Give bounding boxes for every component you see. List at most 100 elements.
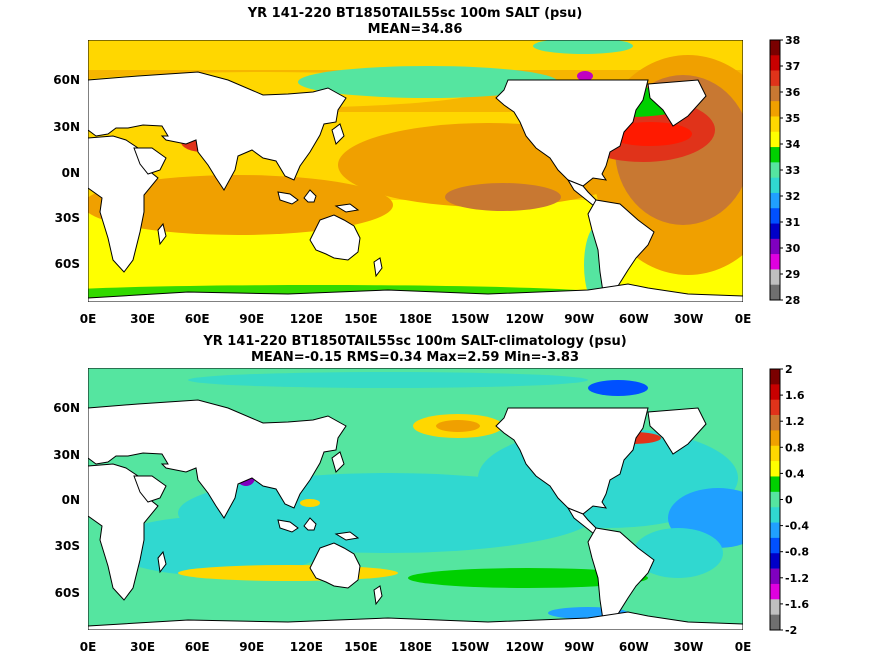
top-colorbar-swatch	[770, 238, 780, 255]
bottom-colorbar-label: -1.6	[785, 598, 809, 611]
top-colorbar-swatch	[770, 192, 780, 209]
top-xtick-label: 150W	[451, 312, 489, 326]
top-xtick-label: 30E	[130, 312, 155, 326]
bottom-colorbar-swatch	[770, 430, 780, 447]
bottom-colorbar-swatch	[770, 399, 780, 416]
bottom-colorbar: 2 1.6 1.2 0.8 0.4 0 -0.4 -0.8 -1.2 -1.6 -2	[769, 363, 809, 637]
bottom-colorbar-label: 1.6	[785, 389, 805, 402]
bottom-xtick-label: 0E	[735, 640, 752, 654]
bottom-colorbar-swatch	[770, 369, 780, 385]
bottom-colorbar-label: 2	[785, 363, 793, 376]
bottom-xtick-label: 120W	[506, 640, 544, 654]
top-xtick-label: 150E	[344, 312, 377, 326]
top-colorbar-swatch	[770, 147, 780, 163]
top-colorbar-swatch	[770, 131, 780, 148]
top-colorbar-label: 29	[785, 268, 800, 281]
top-xtick-label: 30W	[673, 312, 703, 326]
top-xtick-label: 120W	[506, 312, 544, 326]
bottom-xtick-label: 60E	[185, 640, 210, 654]
bottom-xtick-label: 0E	[80, 640, 97, 654]
bottom-y-axis: 60N 30N 0N 30S 60S	[53, 401, 80, 600]
bottom-colorbar-swatch	[770, 507, 780, 523]
bottom-xtick-label: 120E	[290, 640, 323, 654]
top-colorbar-swatch	[770, 70, 780, 87]
bottom-colorbar-swatch	[770, 537, 780, 554]
top-colorbar-label: 30	[785, 242, 801, 255]
top-ytick-60s: 60S	[55, 257, 80, 271]
bottom-colorbar-label: 0.4	[785, 467, 805, 480]
bottom-xtick-label: 150E	[344, 640, 377, 654]
top-colorbar-swatch	[770, 162, 780, 178]
top-colorbar-label: 38	[785, 34, 800, 47]
bottom-map	[88, 368, 743, 630]
top-colorbar-swatch	[770, 101, 780, 117]
bottom-colorbar-swatch	[770, 461, 780, 477]
top-colorbar-swatch	[770, 40, 780, 56]
top-colorbar-label: 32	[785, 190, 800, 203]
top-panel-title-line1: YR 141-220 BT1850TAIL55sc 100m SALT (psu…	[247, 6, 583, 21]
top-x-axis: 0E 30E 60E 90E 120E 150E 180E 150W 120W 90W 60W 30W…	[80, 312, 752, 326]
bottom-colorbar-swatch	[770, 614, 780, 631]
top-colorbar-swatch	[770, 85, 780, 102]
bottom-colorbar-swatch	[770, 415, 780, 431]
bottom-xtick-label: 90E	[239, 640, 264, 654]
top-colorbar-swatch	[770, 177, 780, 194]
bottom-colorbar-label: -2	[785, 624, 797, 637]
bottom-panel-title-line1: YR 141-220 BT1850TAIL55sc 100m SALT-clim…	[202, 334, 626, 349]
bottom-colorbar-swatch	[770, 384, 780, 401]
top-colorbar-label: 36	[785, 86, 801, 99]
top-colorbar-swatch	[770, 284, 780, 301]
bottom-xtick-label: 180E	[399, 640, 432, 654]
top-ytick-0n: 0N	[62, 166, 80, 180]
top-ytick-30n: 30N	[53, 120, 80, 134]
top-ytick-60n: 60N	[53, 73, 80, 87]
bottom-xtick-label: 150W	[451, 640, 489, 654]
top-colorbar-swatch	[770, 223, 780, 240]
top-colorbar: 38 37 36 35 34 33 32 31 30 29 28	[769, 34, 801, 307]
bottom-colorbar-label: 1.2	[785, 415, 805, 428]
bottom-x-axis: 0E 30E 60E 90E 120E 150E 180E 150W 120W 90W 60W 30W…	[80, 640, 752, 654]
top-xtick-label: 120E	[290, 312, 323, 326]
top-xtick-label: 60W	[619, 312, 649, 326]
top-xtick-label: 90W	[564, 312, 594, 326]
bottom-colorbar-swatch	[770, 491, 780, 508]
bottom-ytick-60n: 60N	[53, 401, 80, 415]
top-colorbar-label: 28	[785, 294, 800, 307]
top-xtick-label: 90E	[239, 312, 264, 326]
bottom-colorbar-label: 0.8	[785, 441, 805, 454]
bottom-colorbar-swatch	[770, 553, 780, 569]
bottom-ytick-30s: 30S	[55, 539, 80, 553]
top-colorbar-swatch	[770, 254, 780, 270]
top-y-axis: 60N 30N 0N 30S 60S	[53, 73, 80, 271]
top-colorbar-swatch	[770, 208, 780, 224]
top-colorbar-label: 33	[785, 164, 800, 177]
top-colorbar-swatch	[770, 55, 780, 71]
bottom-xtick-label: 30E	[130, 640, 155, 654]
top-xtick-label: 0E	[735, 312, 752, 326]
top-xtick-label: 60E	[185, 312, 210, 326]
top-colorbar-label: 37	[785, 60, 800, 73]
bottom-xtick-label: 30W	[673, 640, 703, 654]
bottom-ytick-0n: 0N	[62, 493, 80, 507]
bottom-colorbar-label: 0	[785, 494, 793, 507]
bottom-ytick-60s: 60S	[55, 586, 80, 600]
top-ytick-30s: 30S	[55, 211, 80, 225]
bottom-colorbar-label: -0.4	[785, 520, 809, 533]
bottom-colorbar-swatch	[770, 476, 780, 493]
top-colorbar-label: 31	[785, 216, 800, 229]
top-xtick-label: 180E	[399, 312, 432, 326]
bottom-panel-title-line2: MEAN=-0.15 RMS=0.34 Max=2.59 Min=-3.83	[251, 350, 579, 365]
top-colorbar-swatch	[770, 116, 780, 133]
bottom-colorbar-swatch	[770, 445, 780, 462]
bottom-colorbar-label: -0.8	[785, 546, 809, 559]
bottom-xtick-label: 90W	[564, 640, 594, 654]
top-colorbar-label: 35	[785, 112, 800, 125]
top-panel-title-line2: MEAN=34.86	[368, 22, 463, 37]
bottom-colorbar-swatch	[770, 583, 780, 600]
bottom-xtick-label: 60W	[619, 640, 649, 654]
top-colorbar-swatch	[770, 269, 780, 286]
bottom-colorbar-swatch	[770, 599, 780, 615]
bottom-colorbar-swatch	[770, 522, 780, 539]
top-colorbar-label: 34	[785, 138, 801, 151]
top-xtick-label: 0E	[80, 312, 97, 326]
